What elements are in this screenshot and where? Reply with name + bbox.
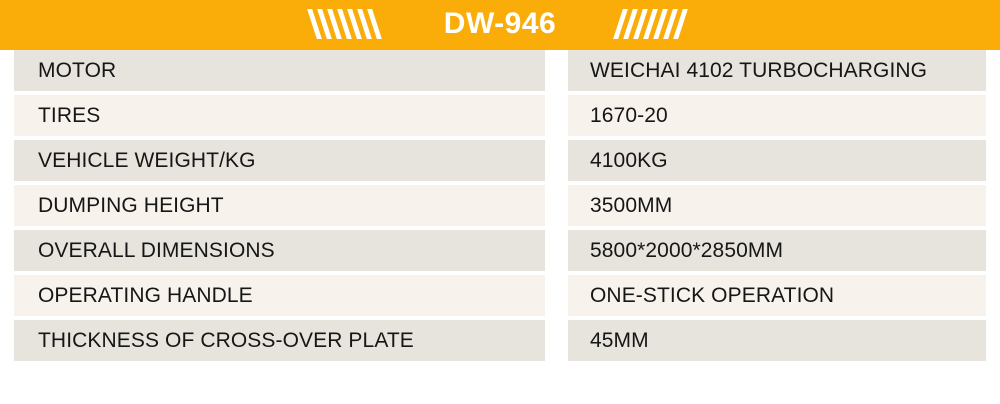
spec-label: TIRES [14,95,545,136]
spec-table: MOTOR WEICHAI 4102 TURBOCHARGING TIRES 1… [0,50,1000,404]
spec-value: 3500MM [568,185,986,226]
backslash-stripes-icon [306,7,382,41]
model-title: DW-946 [443,7,557,40]
table-row: DUMPING HEIGHT 3500MM [0,185,1000,230]
spec-label: DUMPING HEIGHT [14,185,545,226]
spec-label: OVERALL DIMENSIONS [14,230,545,271]
table-row: TIRES 1670-20 [0,95,1000,140]
spec-label: OPERATING HANDLE [14,275,545,316]
spec-value: WEICHAI 4102 TURBOCHARGING [568,50,986,91]
table-row: VEHICLE WEIGHT/KG 4100KG [0,140,1000,185]
spec-value: 5800*2000*2850MM [568,230,986,271]
spec-value: 4100KG [568,140,986,181]
spec-label: THICKNESS OF CROSS-OVER PLATE [14,320,545,361]
header-band: DW-946 [0,0,1000,50]
forward-slash-stripes-icon [613,7,689,41]
table-row: MOTOR WEICHAI 4102 TURBOCHARGING [0,50,1000,95]
spec-value: 45MM [568,320,986,361]
table-row: OVERALL DIMENSIONS 5800*2000*2850MM [0,230,1000,275]
table-row: OPERATING HANDLE ONE-STICK OPERATION [0,275,1000,320]
spec-value: 1670-20 [568,95,986,136]
spec-label: MOTOR [14,50,545,91]
spec-label: VEHICLE WEIGHT/KG [14,140,545,181]
table-row: THICKNESS OF CROSS-OVER PLATE 45MM [0,320,1000,365]
header-content: DW-946 [306,7,689,41]
spec-value: ONE-STICK OPERATION [568,275,986,316]
